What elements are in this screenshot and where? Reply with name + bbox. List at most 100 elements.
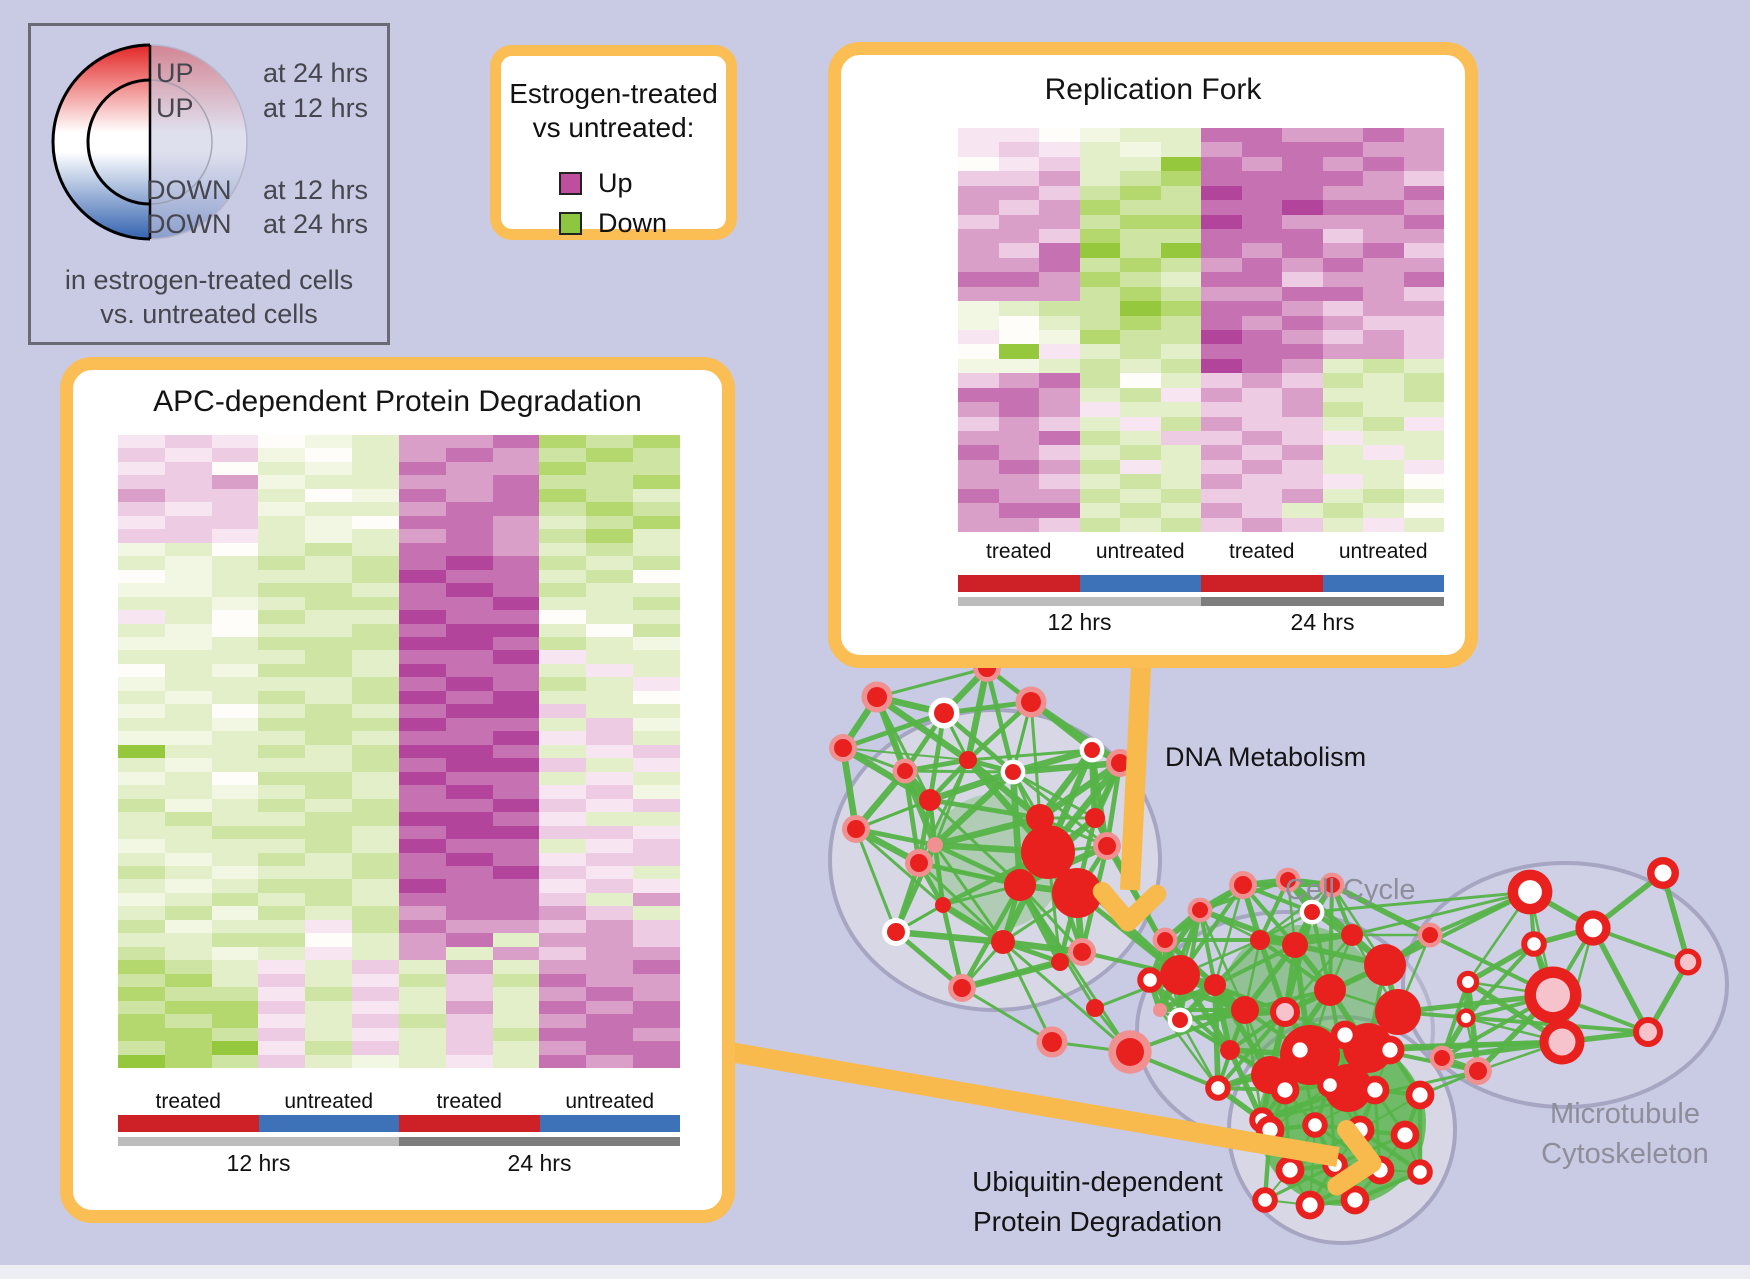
heatmap-cell — [958, 128, 999, 143]
heatmap-cell — [1120, 214, 1161, 229]
heatmap-cell — [445, 596, 493, 611]
heatmap-cell — [1282, 214, 1323, 229]
heatmap-cell — [1039, 373, 1080, 388]
heatmap-cell — [539, 960, 587, 974]
heatmap-cell — [633, 731, 680, 745]
heatmap-cell — [305, 946, 353, 961]
apc-group-labels: treated untreated treated untreated — [118, 1090, 680, 1114]
heatmap-cell — [1322, 257, 1363, 273]
heatmap-cell — [1322, 142, 1363, 157]
heatmap-cell — [305, 690, 353, 705]
heatmap-cell — [164, 623, 212, 638]
heatmap-cell — [1160, 257, 1201, 273]
heatmap-cell — [633, 650, 680, 664]
heatmap-cell — [586, 542, 634, 557]
heatmap-cell — [586, 906, 634, 920]
heatmap-cell — [1039, 286, 1080, 302]
heatmap-cell — [258, 933, 306, 947]
heatmap-cell — [211, 650, 259, 664]
heatmap-cell — [1120, 200, 1161, 215]
heatmap-cell — [492, 852, 540, 866]
heatmap-cell — [398, 435, 446, 449]
heatmap-cell — [118, 865, 165, 880]
heatmap-cell — [633, 488, 680, 503]
heatmap-cell — [1403, 503, 1444, 518]
heatmap-cell — [998, 214, 1039, 229]
heatmap-cell — [118, 960, 165, 974]
legend-caption-line2: vs. untreated cells — [100, 299, 318, 329]
network-node-solid-red — [1220, 1040, 1240, 1060]
heatmap-cell — [1079, 387, 1120, 403]
heatmap-cell — [1160, 286, 1201, 302]
heatmap-cell — [1241, 286, 1282, 302]
heatmap-cell — [539, 825, 587, 840]
heatmap-cell — [633, 1041, 680, 1055]
heatmap-cell — [352, 825, 399, 840]
heatmap-cell — [352, 488, 399, 503]
heatmap-cell — [352, 839, 399, 853]
heatmap-cell — [445, 677, 493, 691]
heatmap-cell — [1039, 214, 1080, 229]
heatmap-cell — [1160, 416, 1201, 431]
heatmap-cell — [539, 892, 587, 907]
network-edge — [855, 827, 944, 907]
heatmap-cell — [539, 812, 587, 826]
heatmap-cell — [398, 637, 446, 651]
heatmap-cell — [1363, 301, 1404, 316]
heatmap-cell — [1322, 185, 1363, 201]
heatmap-cell — [445, 771, 493, 786]
legend-time-24: at 24 hrs — [263, 58, 369, 88]
heatmap-cell — [305, 1054, 353, 1068]
heatmap-cell — [1160, 402, 1201, 417]
heatmap-cell — [1322, 517, 1363, 532]
heatmap-cell — [258, 677, 306, 691]
heatmap-cell — [164, 1027, 212, 1042]
heatmap-cell — [118, 717, 165, 732]
network-edge — [964, 667, 991, 761]
heatmap-cell — [258, 502, 306, 516]
heatmap-cell — [1039, 257, 1080, 273]
heatmap-cell — [1403, 474, 1444, 489]
heatmap-cell — [1363, 358, 1404, 374]
heatmap-cell — [1282, 488, 1323, 504]
heatmap-cell — [1322, 488, 1363, 504]
heatmap-cell — [1079, 171, 1120, 186]
heatmap-cell — [1160, 272, 1201, 287]
heatmap-cell — [445, 960, 493, 974]
heatmap-cell — [352, 987, 399, 1001]
heatmap-cell — [1322, 229, 1363, 244]
heatmap-cell — [164, 610, 212, 624]
heatmap-cell — [1282, 459, 1323, 475]
heatmap-cell — [1241, 344, 1282, 359]
heatmap-cell — [398, 812, 446, 826]
heatmap-cell — [539, 556, 587, 570]
heatmap-cell — [539, 731, 587, 745]
group-label-untreated: untreated — [284, 1090, 374, 1113]
heatmap-cell — [211, 569, 259, 584]
heatmap-cell — [958, 474, 999, 489]
heatmap-cell — [1160, 128, 1201, 143]
heatmap-cell — [445, 731, 493, 745]
heatmap-cell — [492, 448, 540, 462]
heatmap-cell — [352, 1041, 399, 1055]
heatmap-cell — [1403, 257, 1444, 273]
heatmap-cell — [1322, 171, 1363, 186]
heatmap-cell — [445, 758, 493, 772]
heatmap-cell — [1201, 459, 1242, 475]
heatmap-cell — [258, 596, 306, 611]
heatmap-cell — [1039, 200, 1080, 215]
network-node-white-core — [1277, 1082, 1293, 1098]
network-node-solid-red — [991, 930, 1015, 954]
heatmap-cell — [1282, 200, 1323, 215]
network-edge — [1213, 884, 1245, 986]
network-edge — [917, 861, 1005, 944]
heatmap-cell — [445, 879, 493, 893]
network-node-red-core — [1172, 1012, 1188, 1028]
heatmap-cell — [1322, 200, 1363, 215]
network-node-solid-red — [1021, 825, 1075, 879]
heatmap-cell — [258, 960, 306, 974]
heatmap-cell — [539, 933, 587, 947]
heatmap-cell — [1363, 402, 1404, 417]
heatmap-cell — [258, 973, 306, 988]
network-node-red-core — [1234, 876, 1252, 894]
